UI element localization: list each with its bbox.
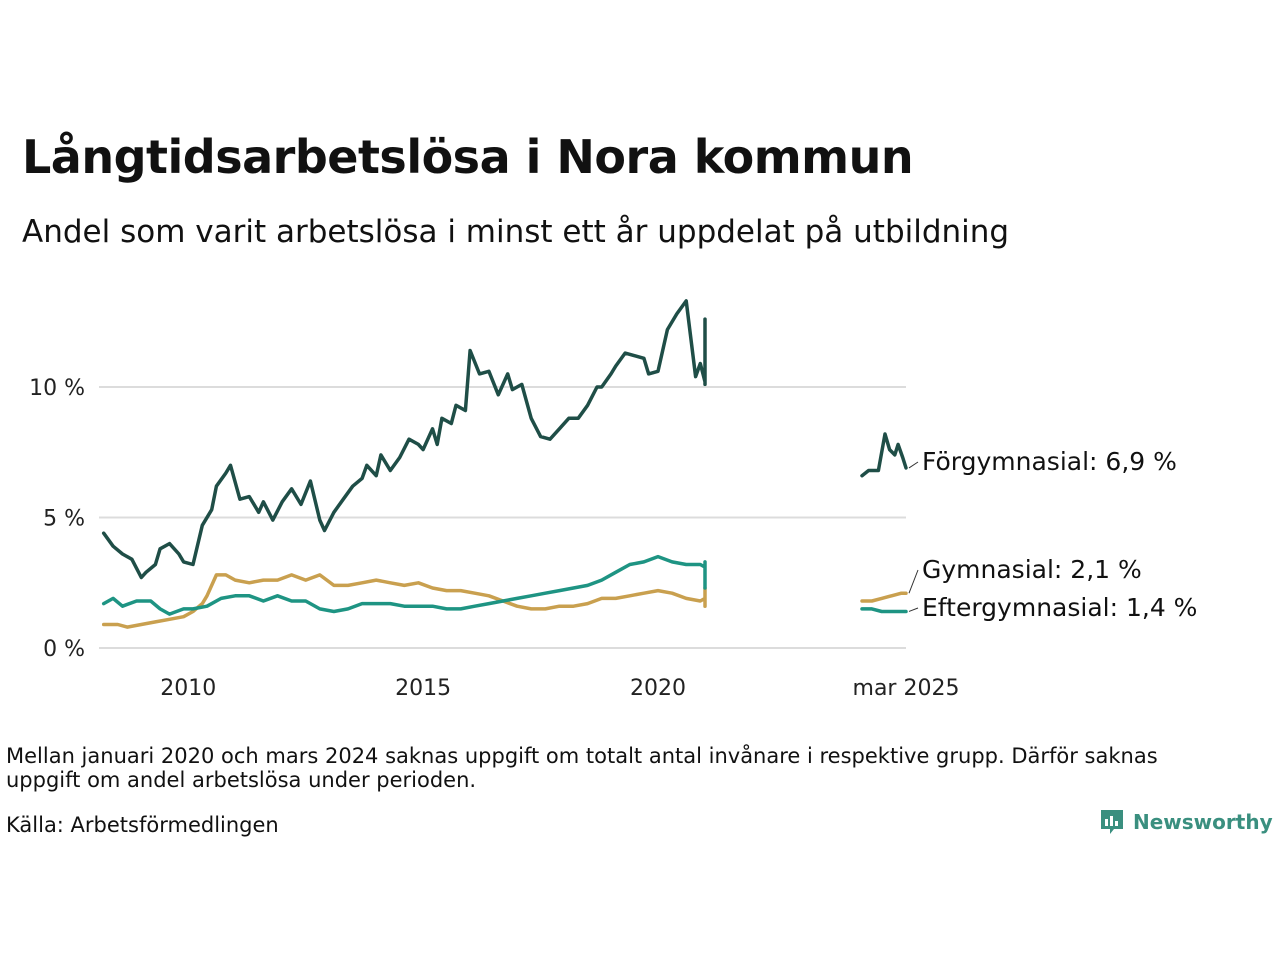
grid	[99, 386, 906, 649]
brand-name: Newsworthy	[1133, 810, 1273, 834]
series-label-förgymnasial: Förgymnasial: 6,9 %	[922, 447, 1177, 476]
series-label-eftergymnasial: Eftergymnasial: 1,4 %	[922, 593, 1197, 622]
label-leader-line	[908, 461, 919, 469]
label-leader-line	[908, 569, 919, 594]
brand-logo: Newsworthy	[1099, 808, 1273, 836]
chart-source: Källa: Arbetsförmedlingen	[6, 813, 279, 837]
y-axis: 0 % 5 % 10 %	[29, 376, 85, 662]
series-line-förgymnasial	[101, 299, 707, 580]
series-line-gymnasial	[860, 591, 908, 603]
x-tick-label: 2010	[160, 676, 216, 701]
chart-note: Mellan januari 2020 och mars 2024 saknas…	[6, 744, 1158, 792]
series-line-gymnasial	[101, 573, 707, 629]
x-axis: 2010 2015 2020 mar 2025	[160, 676, 959, 701]
series-line-eftergymnasial	[101, 554, 707, 616]
y-tick-label: 0 %	[43, 637, 85, 662]
series-labels: Förgymnasial: 6,9 % Gymnasial: 2,1 % Efter…	[908, 447, 1197, 622]
label-leader-line	[908, 607, 919, 612]
series-line-eftergymnasial	[860, 607, 908, 614]
series-label-gymnasial: Gymnasial: 2,1 %	[922, 555, 1142, 584]
line-chart: 0 % 5 % 10 % 2010 2015 2020 mar 2025 Förgymna…	[29, 299, 1197, 701]
y-tick-label: 10 %	[29, 376, 85, 401]
x-tick-label: mar 2025	[853, 676, 960, 701]
series-line-förgymnasial	[860, 432, 908, 478]
chart-subtitle: Andel som varit arbetslösa i minst ett å…	[22, 214, 1010, 250]
x-tick-label: 2015	[395, 676, 451, 701]
series-lines	[101, 299, 908, 629]
chart-title: Långtidsarbetslösa i Nora kommun	[22, 130, 914, 184]
newsworthy-logo-icon	[1101, 810, 1123, 834]
y-tick-label: 5 %	[43, 507, 85, 532]
x-tick-label: 2020	[630, 676, 686, 701]
